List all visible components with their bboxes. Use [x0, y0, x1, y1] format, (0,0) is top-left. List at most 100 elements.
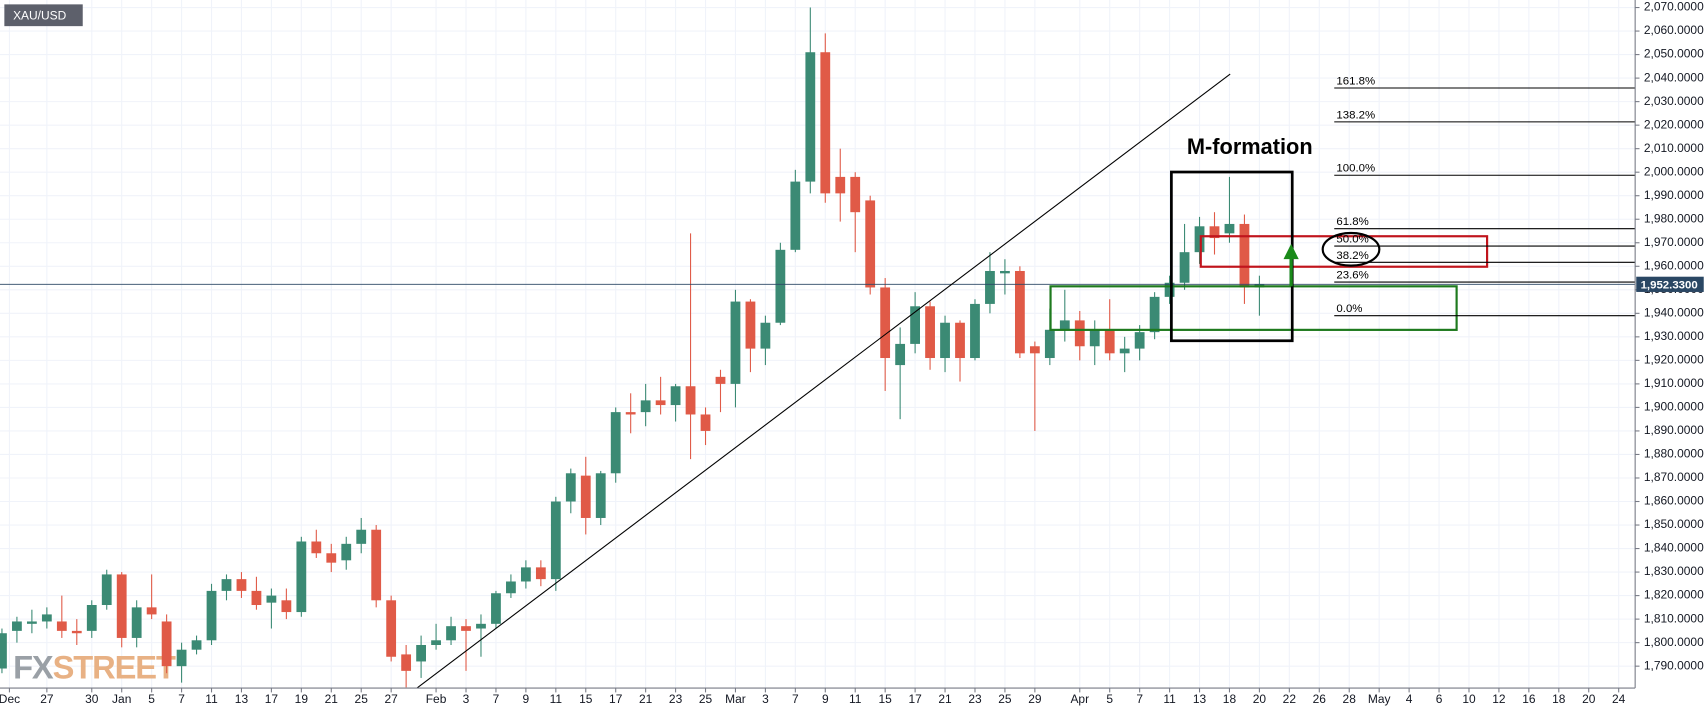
candle-body	[1149, 296, 1160, 333]
x-tick-label: 7	[493, 692, 500, 706]
candle-body	[1089, 329, 1100, 347]
candle-body	[910, 306, 921, 344]
support-box	[1049, 285, 1458, 331]
fib-label: 138.2%	[1336, 109, 1375, 121]
x-tick-label: 11	[550, 692, 563, 706]
y-tick-label: 1,880.0000	[1644, 447, 1704, 461]
y-tick-label: 1,840.0000	[1644, 541, 1704, 555]
watermark-street: STREET	[53, 648, 176, 685]
y-tick-label: 2,030.0000	[1644, 94, 1704, 108]
candle-body	[625, 412, 636, 415]
candle-body	[1239, 223, 1250, 288]
fib-label: 23.6%	[1336, 270, 1368, 282]
candle-body	[1119, 348, 1130, 354]
x-tick-label: 7	[1136, 692, 1143, 706]
fib-label: 38.2%	[1336, 250, 1368, 262]
candle-body	[1000, 270, 1010, 274]
x-tick-label: 7	[178, 692, 185, 706]
x-tick-label: 27	[40, 692, 54, 706]
x-tick-label: Dec	[0, 692, 20, 706]
x-tick-label: 10	[1462, 692, 1476, 706]
candle-body	[311, 541, 322, 554]
watermark: FXSTREET	[13, 648, 176, 685]
candle-body	[341, 543, 352, 561]
x-tick-label: 5	[148, 692, 155, 706]
candle-body	[461, 626, 471, 631]
arrow-head	[1283, 243, 1299, 260]
candle-body	[1104, 329, 1115, 354]
x-tick-label: 29	[1028, 692, 1042, 706]
candle-body	[281, 600, 292, 613]
m-formation-box	[1170, 170, 1294, 343]
x-tick-label: 11	[205, 692, 218, 706]
x-tick-label: 15	[579, 692, 593, 706]
y-tick-label: 1,860.0000	[1644, 494, 1704, 508]
fib-ellipse	[1321, 231, 1381, 267]
candle-body	[895, 343, 906, 366]
candle-body	[371, 529, 382, 601]
y-tick-label: 1,800.0000	[1644, 635, 1704, 649]
y-tick-label: 1,900.0000	[1644, 400, 1704, 414]
candle-body	[0, 633, 7, 669]
x-tick-label: 25	[998, 692, 1012, 706]
y-tick-label: 1,960.0000	[1644, 258, 1704, 272]
candle-body	[565, 473, 576, 502]
candle-body	[86, 605, 97, 631]
candles	[0, 7, 1636, 688]
x-tick-label: 18	[1223, 692, 1237, 706]
x-tick-label: 17	[908, 692, 922, 706]
candle-body	[850, 176, 861, 213]
candle-body	[266, 595, 277, 603]
x-tick-label: 3	[762, 692, 769, 706]
y-tick-label: 1,850.0000	[1644, 517, 1704, 531]
y-tick-label: 1,930.0000	[1644, 329, 1704, 343]
x-tick-label: 15	[878, 692, 892, 706]
candle-body	[476, 623, 486, 629]
candle-body	[101, 574, 112, 606]
candle-body	[1209, 226, 1220, 239]
candle-body	[386, 600, 397, 657]
x-tick-label: 16	[1522, 692, 1536, 706]
candle-body	[1134, 332, 1145, 349]
x-tick-label: Apr	[1070, 692, 1089, 706]
x-tick-label: 20	[1582, 692, 1596, 706]
last-price-box	[1636, 276, 1704, 292]
x-tick-label: 9	[822, 692, 829, 706]
x-tick-label: 11	[1163, 692, 1176, 706]
candle-body	[925, 306, 935, 359]
x-tick-label: 27	[384, 692, 398, 706]
y-tick-label: 2,040.0000	[1644, 70, 1704, 84]
candle-body	[401, 654, 412, 671]
candle-body	[730, 301, 741, 384]
candle-body	[1044, 329, 1055, 359]
candle-body	[580, 475, 591, 518]
y-tick-label: 1,890.0000	[1644, 423, 1704, 437]
candle-body	[326, 553, 337, 563]
candle-body	[955, 322, 965, 359]
candle-body	[296, 541, 307, 613]
candle-body	[206, 590, 217, 641]
resistance-box	[1199, 235, 1489, 268]
candle-body	[1179, 252, 1190, 283]
candle-body	[535, 567, 546, 580]
candle-body	[775, 249, 786, 323]
candle-body	[745, 301, 756, 349]
x-tick-label: 21	[938, 692, 952, 706]
y-tick-label: 1,810.0000	[1644, 611, 1704, 625]
x-tick-label: 30	[85, 692, 99, 706]
x-tick-label: 25	[699, 692, 713, 706]
symbol-box	[4, 4, 83, 27]
candle-body	[640, 400, 651, 413]
candle-body	[236, 579, 247, 591]
fib-label: 100.0%	[1336, 163, 1375, 175]
candle-body	[1029, 346, 1040, 354]
candle-body	[416, 644, 426, 662]
candle-body	[146, 607, 157, 615]
fib-label: 50.0%	[1336, 234, 1368, 246]
candle-body	[970, 303, 980, 359]
x-tick-label: 3	[463, 692, 470, 706]
x-tick-label: 21	[325, 692, 339, 706]
candle-body	[1194, 226, 1205, 253]
